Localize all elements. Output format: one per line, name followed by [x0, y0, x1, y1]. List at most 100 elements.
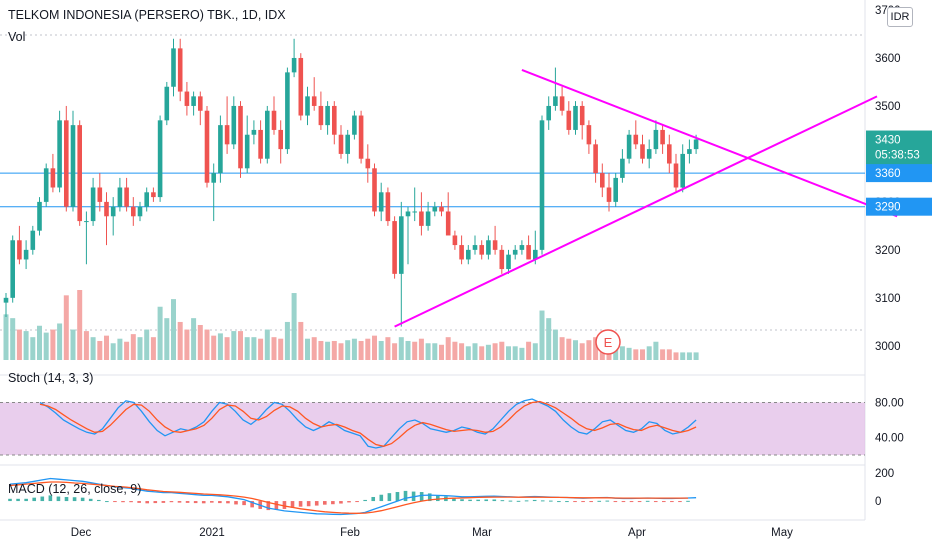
volume-bar [546, 318, 552, 360]
volume-bars [3, 290, 699, 360]
macd-histogram-bar [516, 500, 521, 502]
volume-bar [3, 314, 9, 360]
volume-bar [331, 340, 337, 360]
macd-histogram-bar [282, 501, 287, 509]
candle [352, 110, 357, 140]
stoch-tick-label: 80.00 [875, 398, 904, 410]
volume-bar [77, 290, 83, 360]
candle [157, 115, 163, 202]
macd-histogram-bar [532, 499, 537, 502]
macd-histogram-bar [226, 501, 230, 504]
macd-histogram-bar [137, 501, 141, 503]
macd-histogram-bar [363, 499, 367, 502]
macd-tick-label: 200 [875, 468, 894, 480]
volume-bar [90, 337, 96, 360]
candle [673, 153, 679, 193]
candle [479, 240, 484, 260]
volume-bar [150, 337, 156, 360]
hline-price-tag [866, 164, 932, 183]
volume-label: Vol [8, 30, 26, 44]
candle [606, 173, 612, 212]
trendlines[interactable] [394, 69, 898, 328]
candle [385, 187, 391, 226]
candles[interactable] [3, 38, 699, 327]
macd-histogram-bar [201, 501, 206, 504]
volume-bar [619, 346, 625, 360]
candle [660, 125, 665, 154]
stoch-k-line [39, 398, 697, 449]
candle [452, 230, 458, 250]
volume-bar [137, 337, 143, 360]
volume-bar [97, 340, 103, 360]
candle [492, 225, 498, 255]
stoch-label: Stoch (14, 3, 3) [8, 371, 94, 385]
candle [265, 105, 270, 164]
volume-bar [104, 335, 109, 360]
macd-histogram-bar [500, 500, 505, 502]
macd-histogram-bar [662, 501, 666, 503]
currency-badge[interactable]: IDR [887, 7, 913, 27]
candle [258, 120, 263, 164]
candle [653, 120, 659, 154]
volume-bar [680, 352, 686, 360]
earnings-label: E [604, 335, 613, 350]
earnings-marker[interactable]: E [595, 329, 621, 355]
candle [84, 211, 89, 265]
candle [271, 96, 277, 135]
trendline-1 [394, 95, 878, 328]
volume-bar [110, 343, 116, 360]
volume-bar [244, 337, 250, 360]
macd-label: MACD (12, 26, close, 9) [8, 482, 142, 496]
macd-histogram-bar [161, 501, 166, 503]
volume-bar [130, 334, 136, 360]
volume-bar [251, 337, 257, 360]
candle [10, 235, 15, 303]
macd-histogram-bar [56, 496, 61, 502]
macd-histogram-bar [403, 490, 408, 502]
macd-histogram-bar [613, 501, 618, 503]
candle [70, 110, 76, 212]
macd-histogram-bar [153, 501, 158, 504]
candle [680, 144, 685, 193]
volume-bar [378, 340, 384, 360]
volume-bar [693, 352, 699, 360]
candle [566, 101, 572, 135]
time-axis[interactable]: Dec 2021 Feb Mar Apr May [71, 527, 793, 539]
candle [459, 235, 464, 265]
volume-bar [492, 343, 498, 360]
price-axis[interactable]: 30003100320033003400350036003700343005:3… [866, 5, 932, 508]
volume-bar [30, 337, 36, 360]
price-tick-label: 3100 [875, 293, 901, 305]
candle [633, 120, 639, 150]
macd-histogram-bar [621, 501, 626, 503]
volume-bar [238, 331, 243, 360]
stoch-tick-label: 40.00 [875, 433, 904, 445]
macd-histogram-bar [177, 501, 182, 503]
volume-bar [526, 341, 532, 360]
volume-bar [573, 340, 578, 360]
candle [332, 101, 337, 145]
macd-histogram-bar [314, 501, 319, 506]
macd-histogram-bar [605, 500, 610, 502]
volume-bar [418, 338, 424, 360]
volume-bar [197, 325, 203, 360]
macd-pane[interactable] [8, 477, 697, 516]
candle [405, 206, 411, 265]
candle [37, 197, 42, 236]
macd-histogram-bar [218, 501, 222, 504]
candle [43, 163, 49, 207]
stoch-pane[interactable] [0, 398, 865, 456]
macd-histogram-bar [387, 493, 392, 502]
hline-price-tag [866, 197, 932, 216]
candle [97, 173, 103, 212]
macd-histogram-bar [298, 501, 303, 507]
candle [667, 134, 672, 174]
volume-bar [465, 346, 471, 360]
stoch-d-line [39, 400, 697, 447]
candle [64, 105, 69, 212]
volume-bar [439, 344, 444, 360]
macd-histogram-bar [64, 496, 69, 502]
candle [218, 115, 223, 183]
